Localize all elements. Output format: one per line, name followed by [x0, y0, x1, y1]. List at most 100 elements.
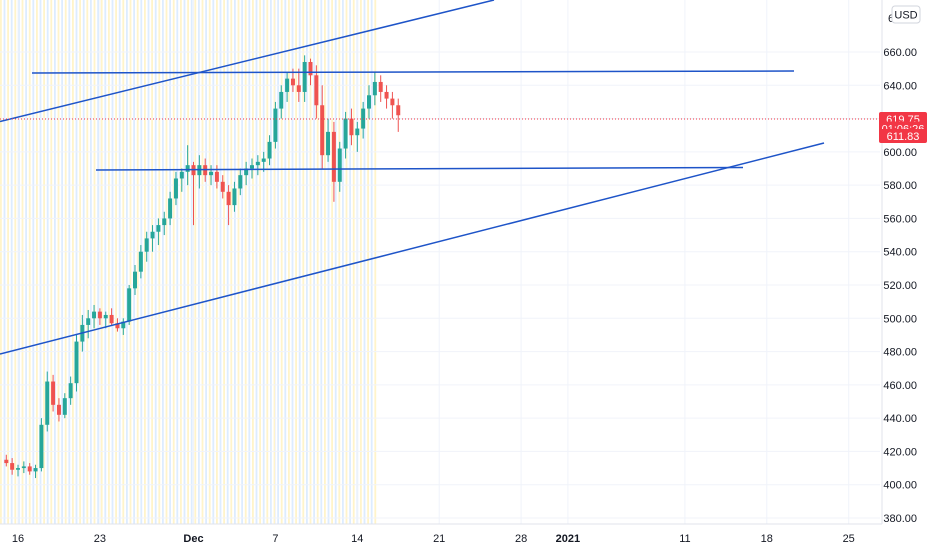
- highlight-band: [374, 0, 377, 524]
- candle-down: [226, 185, 231, 226]
- currency-badge[interactable]: USD: [891, 5, 921, 24]
- candle-down: [4, 454, 9, 467]
- price-tick-label: 420.00: [883, 446, 917, 458]
- highlight-band: [57, 0, 60, 524]
- candle-body: [127, 288, 132, 322]
- candle-body: [355, 128, 360, 136]
- time-tick-label: 21: [433, 533, 445, 545]
- candle-up: [273, 101, 278, 149]
- highlight-band: [349, 0, 351, 524]
- candle-down: [314, 65, 319, 119]
- highlight-band: [32, 0, 35, 524]
- candle-up: [103, 311, 108, 329]
- candle-body: [39, 424, 44, 469]
- candle-body: [62, 398, 67, 415]
- highlight-band: [313, 0, 315, 524]
- highlight-band: [118, 0, 121, 524]
- candle-up: [162, 211, 167, 236]
- price-axis[interactable]: 6660.00640.00620.00600.00580.00560.00540…: [881, 0, 932, 525]
- highlight-band: [0, 0, 2, 524]
- highlight-band: [331, 0, 333, 524]
- highlight-band: [259, 0, 261, 524]
- candle-up: [185, 145, 190, 186]
- highlight-band: [68, 0, 71, 524]
- candle-down: [51, 374, 56, 412]
- candle-up: [255, 155, 260, 176]
- candle-body: [156, 225, 161, 232]
- candle-down: [10, 458, 15, 475]
- candle-up: [121, 318, 126, 335]
- candle-up: [168, 191, 173, 226]
- highlight-band: [212, 0, 215, 524]
- candle-up: [21, 461, 26, 474]
- highlight-band: [122, 0, 125, 524]
- highlight-band: [205, 0, 207, 524]
- price-tick-label: 400.00: [883, 480, 917, 492]
- candle-body: [279, 91, 284, 109]
- price-tick-label-partial: 6: [888, 13, 894, 25]
- highlight-band: [324, 0, 326, 524]
- candle-down: [109, 308, 114, 325]
- candle-down: [384, 85, 389, 109]
- trend-line[interactable]: [31, 70, 795, 74]
- candle-body: [343, 118, 348, 149]
- candle-body: [51, 381, 56, 405]
- highlight-band: [79, 0, 81, 524]
- trend-line[interactable]: [0, 142, 825, 355]
- highlight-band: [169, 0, 171, 524]
- highlight-band: [316, 0, 319, 524]
- time-axis[interactable]: 16 23 Dec 7 14 21 28 2021 11 18 25: [0, 523, 932, 550]
- highlight-band: [154, 0, 157, 524]
- candle-down: [56, 398, 61, 422]
- candle-body: [320, 105, 325, 156]
- time-tick-label: Dec: [183, 533, 203, 545]
- candle-down: [97, 308, 102, 325]
- highlight-band: [306, 0, 308, 524]
- candle-body: [209, 171, 214, 176]
- candle-body: [27, 466, 32, 472]
- candle-up: [173, 171, 178, 206]
- price-tick-label: 440.00: [883, 413, 917, 425]
- highlight-band: [291, 0, 294, 524]
- highlight-band: [90, 0, 92, 524]
- candle-body: [372, 81, 377, 96]
- highlight-band: [277, 0, 279, 524]
- candle-body: [285, 78, 290, 92]
- price-tick-label: 460.00: [883, 380, 917, 392]
- trend-line[interactable]: [0, 0, 495, 123]
- candle-body: [33, 468, 38, 472]
- candle-up: [86, 309, 91, 339]
- candle-body: [308, 61, 313, 76]
- highlight-band: [14, 0, 17, 524]
- session-highlight-bands: [0, 0, 377, 524]
- candle-body: [273, 108, 278, 142]
- time-tick-label: 7: [272, 533, 278, 545]
- highlight-band: [126, 0, 128, 524]
- price-tags: 619.7501:06:26611.83: [879, 111, 927, 144]
- trend-lines[interactable]: [0, 0, 825, 355]
- candle-down: [396, 98, 401, 132]
- time-tick-label: 23: [94, 533, 106, 545]
- candle-body: [16, 468, 20, 470]
- highlight-band: [136, 0, 139, 524]
- time-tick-label: 16: [12, 533, 24, 545]
- highlight-band: [363, 0, 366, 524]
- candle-up: [45, 371, 50, 432]
- candle-down: [320, 85, 325, 169]
- time-tick-label: 18: [761, 533, 773, 545]
- trend-line[interactable]: [95, 166, 744, 171]
- time-tick-label: 11: [679, 533, 690, 545]
- candle-body: [367, 95, 371, 109]
- candle-body: [390, 98, 395, 106]
- highlight-band: [234, 0, 236, 524]
- highlight-band: [298, 0, 301, 524]
- candle-body: [92, 311, 97, 319]
- highlight-band: [230, 0, 233, 524]
- candle-up: [238, 168, 243, 196]
- candle-up: [62, 393, 67, 419]
- candle-up: [302, 55, 307, 102]
- highlight-band: [255, 0, 258, 524]
- candle-down: [27, 463, 32, 475]
- price-tag-background: [879, 129, 927, 144]
